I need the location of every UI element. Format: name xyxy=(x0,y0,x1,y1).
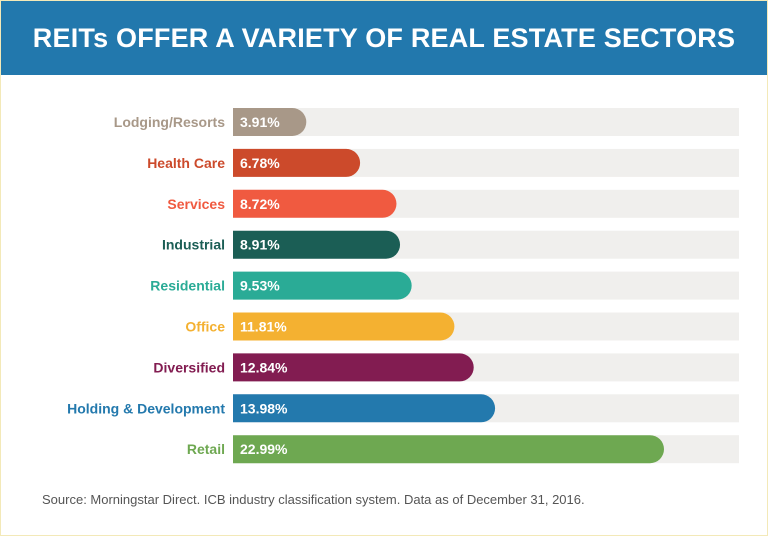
value-label-office: 11.81% xyxy=(240,319,287,335)
value-label-services: 8.72% xyxy=(240,196,280,212)
bar-residential xyxy=(233,271,412,300)
value-label-diversified: 12.84% xyxy=(240,359,288,375)
value-label-residential: 9.53% xyxy=(240,278,280,294)
chart-title: REITs OFFER A VARIETY OF REAL ESTATE SEC… xyxy=(32,23,736,53)
category-label-diversified: Diversified xyxy=(153,359,225,375)
category-label-office: Office xyxy=(185,319,225,335)
bar-track-lodging-resorts xyxy=(233,108,739,136)
category-label-services: Services xyxy=(167,196,225,212)
category-label-holding-development: Holding & Development xyxy=(67,400,225,416)
bar-holding-development xyxy=(233,394,496,423)
category-label-residential: Residential xyxy=(150,278,225,294)
category-label-industrial: Industrial xyxy=(162,237,225,253)
source-note: Source: Morningstar Direct. ICB industry… xyxy=(42,492,585,507)
category-label-health-care: Health Care xyxy=(147,155,225,171)
value-label-lodging-resorts: 3.91% xyxy=(240,114,280,130)
bar-retail xyxy=(233,435,664,464)
value-label-retail: 22.99% xyxy=(240,441,288,457)
bar-health-care xyxy=(233,148,361,177)
category-label-retail: Retail xyxy=(187,441,225,457)
bar-services xyxy=(233,189,397,218)
category-label-lodging-resorts: Lodging/Resorts xyxy=(114,114,225,130)
bar-industrial xyxy=(233,230,401,259)
bar-office xyxy=(233,312,455,341)
value-label-health-care: 6.78% xyxy=(240,155,280,171)
value-label-industrial: 8.91% xyxy=(240,237,280,253)
title-banner: REITs OFFER A VARIETY OF REAL ESTATE SEC… xyxy=(1,1,767,75)
bar-diversified xyxy=(233,353,474,382)
bar-lodging-resorts xyxy=(233,108,307,136)
value-label-holding-development: 13.98% xyxy=(240,400,288,416)
